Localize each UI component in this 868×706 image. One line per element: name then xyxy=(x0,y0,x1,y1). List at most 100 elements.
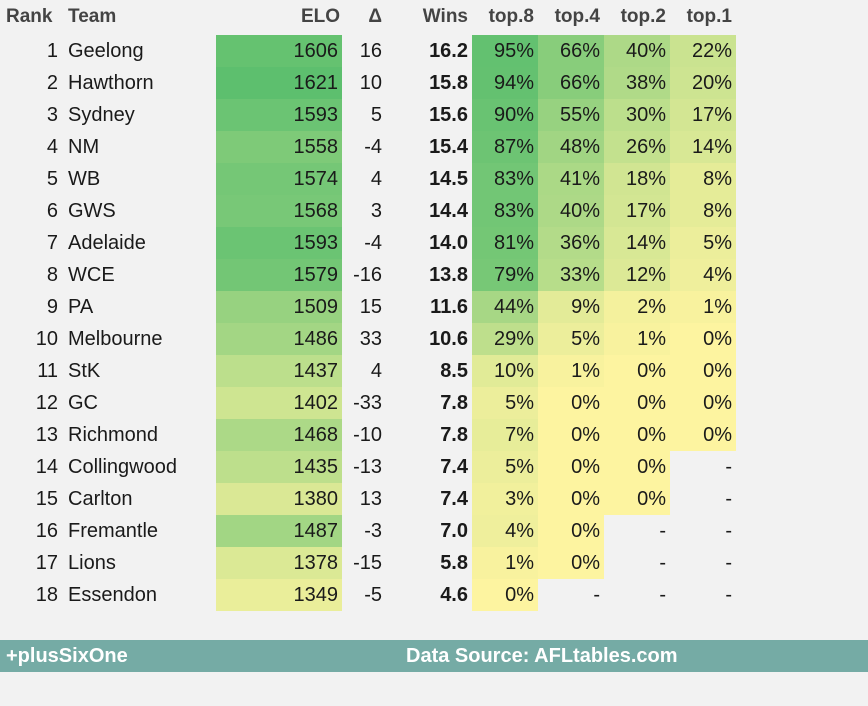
delta-cell: 4 xyxy=(370,168,382,190)
team-cell: Collingwood xyxy=(68,456,177,478)
elo-cell: 1402 xyxy=(216,387,342,419)
top2-cell: 0% xyxy=(604,387,670,419)
rank-cell: 11 xyxy=(37,360,58,382)
elo-cell: 1380 xyxy=(216,483,342,515)
rank-cell: 16 xyxy=(35,520,58,542)
table-row: 11 StK 1437 4 8.5 10% 1% 0% 0% xyxy=(0,355,868,387)
delta-cell: -5 xyxy=(364,584,382,606)
top4-cell: 0% xyxy=(538,451,604,483)
elo-cell: 1378 xyxy=(216,547,342,579)
table-row: 9 PA 1509 15 11.6 44% 9% 2% 1% xyxy=(0,291,868,323)
top8-cell: 83% xyxy=(472,163,538,195)
top8-cell: 83% xyxy=(472,195,538,227)
top2-cell: 40% xyxy=(604,35,670,67)
elo-cell: 1558 xyxy=(216,131,342,163)
top2-cell: 0% xyxy=(604,483,670,515)
wins-cell: 15.4 xyxy=(429,136,468,158)
top4-cell: 36% xyxy=(538,227,604,259)
top8-cell: 3% xyxy=(472,483,538,515)
table-row: 10 Melbourne 1486 33 10.6 29% 5% 1% 0% xyxy=(0,323,868,355)
team-cell: Lions xyxy=(68,552,116,574)
top1-cell: 8% xyxy=(670,195,736,227)
top8-cell: 87% xyxy=(472,131,538,163)
table-row: 7 Adelaide 1593 -4 14.0 81% 36% 14% 5% xyxy=(0,227,868,259)
header-top4: top.4 xyxy=(554,6,600,27)
top1-cell: - xyxy=(725,552,732,574)
top1-cell: 5% xyxy=(670,227,736,259)
wins-cell: 7.4 xyxy=(440,456,468,478)
rank-cell: 5 xyxy=(46,168,58,190)
team-cell: Sydney xyxy=(68,104,135,126)
top8-cell: 1% xyxy=(472,547,538,579)
top4-cell: 5% xyxy=(538,323,604,355)
top1-cell: 8% xyxy=(670,163,736,195)
wins-cell: 7.4 xyxy=(440,488,468,510)
rank-cell: 15 xyxy=(35,488,58,510)
top2-cell: 38% xyxy=(604,67,670,99)
rank-cell: 9 xyxy=(46,296,58,318)
top1-cell: 17% xyxy=(670,99,736,131)
elo-cell: 1606 xyxy=(216,35,342,67)
top1-cell: 1% xyxy=(670,291,736,323)
table-row: 18 Essendon 1349 -5 4.6 0% - - - xyxy=(0,579,868,611)
delta-cell: -10 xyxy=(353,424,382,446)
header-team: Team xyxy=(68,6,117,27)
top2-cell: 0% xyxy=(604,355,670,387)
top4-cell: 33% xyxy=(538,259,604,291)
rank-cell: 12 xyxy=(35,392,58,414)
top2-cell: 14% xyxy=(604,227,670,259)
wins-cell: 14.0 xyxy=(429,232,468,254)
top2-cell: 26% xyxy=(604,131,670,163)
wins-cell: 11.6 xyxy=(430,296,468,318)
table-row: 6 GWS 1568 3 14.4 83% 40% 17% 8% xyxy=(0,195,868,227)
top8-cell: 0% xyxy=(472,579,538,611)
rank-cell: 14 xyxy=(35,456,58,478)
table-row: 14 Collingwood 1435 -13 7.4 5% 0% 0% - xyxy=(0,451,868,483)
brand-label: +plusSixOne xyxy=(6,645,128,667)
top8-cell: 4% xyxy=(472,515,538,547)
header-elo: ELO xyxy=(300,6,340,27)
top2-cell: 2% xyxy=(604,291,670,323)
top8-cell: 44% xyxy=(472,291,538,323)
top1-cell: 0% xyxy=(670,355,736,387)
elo-cell: 1574 xyxy=(216,163,342,195)
top4-cell: - xyxy=(593,584,600,606)
wins-cell: 16.2 xyxy=(429,40,468,62)
top4-cell: 48% xyxy=(538,131,604,163)
top1-cell: 20% xyxy=(670,67,736,99)
top1-cell: 0% xyxy=(670,387,736,419)
table-row: 2 Hawthorn 1621 10 15.8 94% 66% 38% 20% xyxy=(0,67,868,99)
rank-cell: 18 xyxy=(35,584,58,606)
delta-cell: -15 xyxy=(353,552,382,574)
top1-cell: 22% xyxy=(670,35,736,67)
elo-cell: 1349 xyxy=(216,579,342,611)
top2-cell: 1% xyxy=(604,323,670,355)
table-row: 5 WB 1574 4 14.5 83% 41% 18% 8% xyxy=(0,163,868,195)
wins-cell: 14.5 xyxy=(429,168,468,190)
top8-cell: 94% xyxy=(472,67,538,99)
elo-cell: 1468 xyxy=(216,419,342,451)
top2-cell: 30% xyxy=(604,99,670,131)
header-wins: Wins xyxy=(422,6,468,27)
elo-cell: 1593 xyxy=(216,227,342,259)
top4-cell: 1% xyxy=(538,355,604,387)
header-rank: Rank xyxy=(6,6,53,27)
top2-cell: 12% xyxy=(604,259,670,291)
top2-cell: - xyxy=(659,584,666,606)
wins-cell: 14.4 xyxy=(429,200,468,222)
team-cell: StK xyxy=(68,360,101,382)
top1-cell: - xyxy=(725,520,732,542)
team-cell: Adelaide xyxy=(68,232,146,254)
table-row: 13 Richmond 1468 -10 7.8 7% 0% 0% 0% xyxy=(0,419,868,451)
header-delta: Δ xyxy=(368,6,382,27)
elo-cell: 1568 xyxy=(216,195,342,227)
top2-cell: - xyxy=(659,520,666,542)
elo-cell: 1435 xyxy=(216,451,342,483)
team-cell: GWS xyxy=(68,200,116,222)
top4-cell: 66% xyxy=(538,67,604,99)
rank-cell: 17 xyxy=(35,552,58,574)
top4-cell: 55% xyxy=(538,99,604,131)
rank-cell: 6 xyxy=(46,200,58,222)
rank-cell: 13 xyxy=(35,424,58,446)
team-cell: NM xyxy=(68,136,100,158)
